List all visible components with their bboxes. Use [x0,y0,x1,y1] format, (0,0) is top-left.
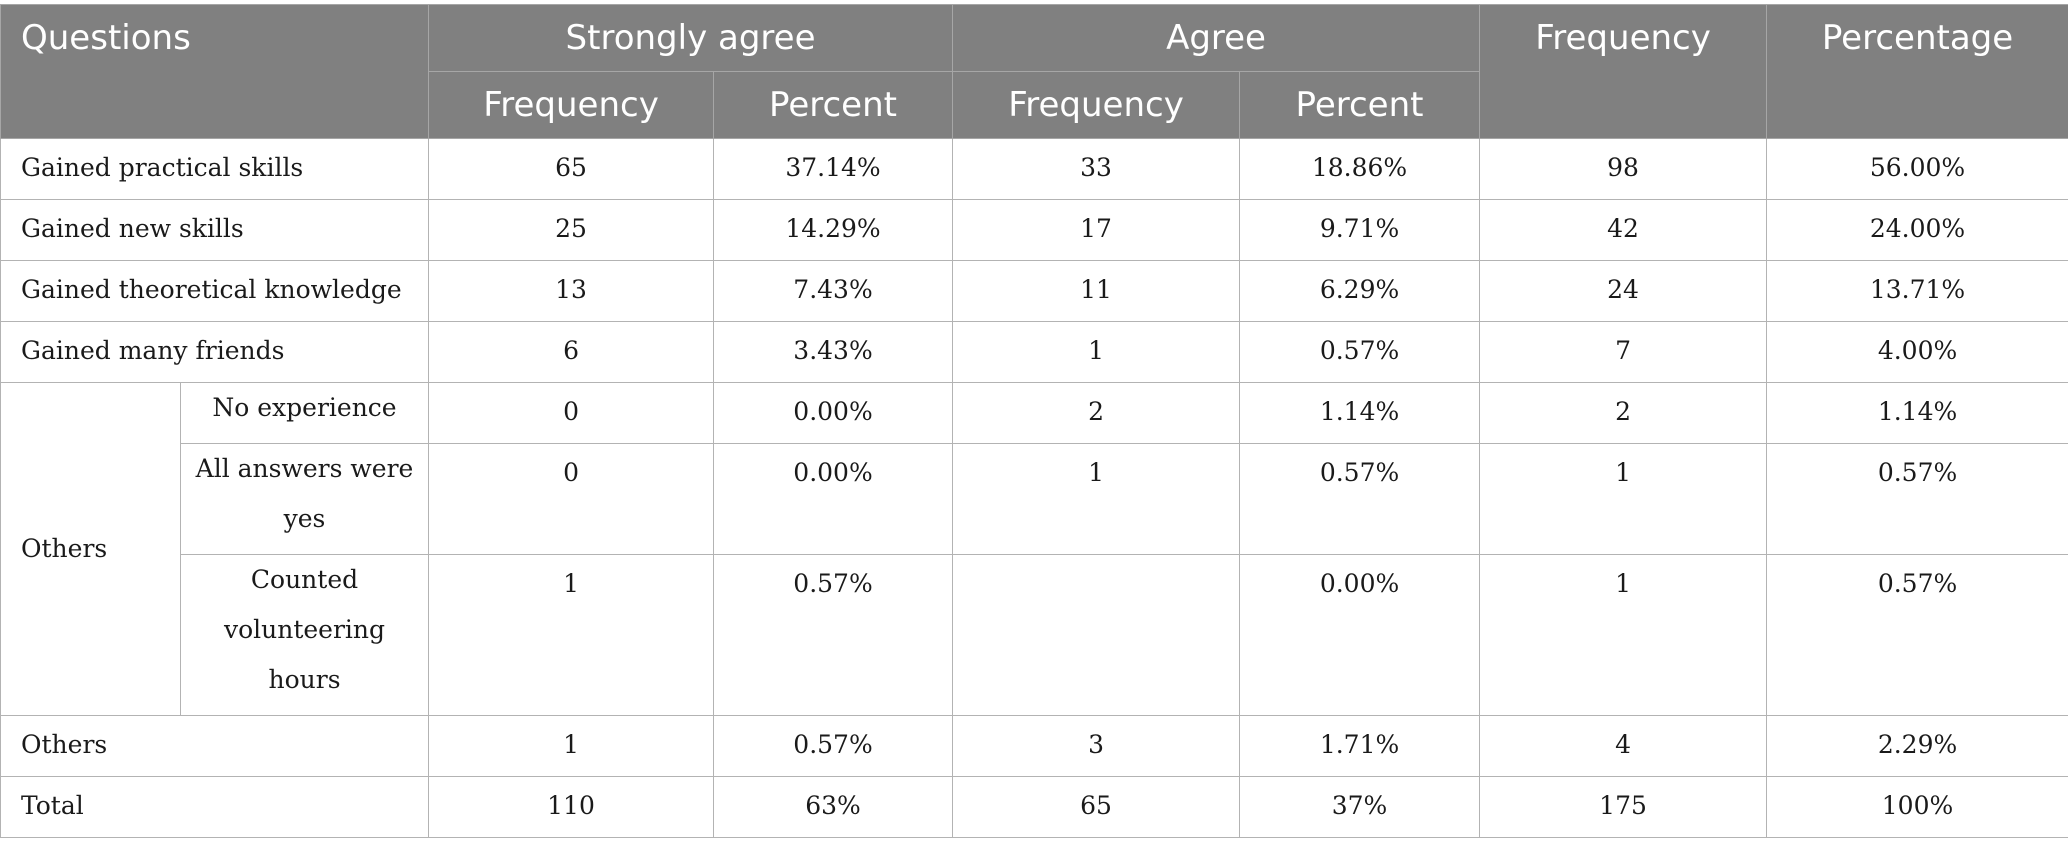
cell-sa-percent: 63% [713,776,954,838]
cell-a-percent: 37% [1239,776,1481,838]
cell-a-percent: 9.71% [1239,199,1481,261]
cell-sa-frequency: 1 [428,715,715,777]
cell-a-percent: 0.57% [1239,443,1481,555]
table-row: Gained theoretical knowledge 13 7.43% 11… [0,260,2068,322]
table-row: Counted volunteering hours 1 0.57% 0.00%… [1,554,2068,716]
row-question: Gained many friends [0,321,430,383]
table-row: Gained new skills 25 14.29% 17 9.71% 42 … [0,199,2068,261]
cell-sa-percent: 0.57% [713,715,954,777]
cell-percentage: 24.00% [1766,199,2068,261]
cell-sa-frequency: 0 [428,382,715,444]
row-question: Gained theoretical knowledge [0,260,430,322]
cell-sa-frequency: 13 [428,260,715,322]
cell-a-frequency: 2 [952,382,1241,444]
cell-a-frequency: 33 [952,138,1241,200]
cell-sa-percent: 0.57% [713,554,954,716]
cell-sa-percent: 0.00% [713,443,954,555]
cell-a-percent: 1.14% [1239,382,1481,444]
others-group-label: Others [0,382,181,716]
cell-frequency: 175 [1479,776,1768,838]
row-question: No experience [179,382,430,444]
cell-sa-frequency: 0 [428,443,715,555]
row-question: Gained practical skills [0,138,430,200]
cell-percentage: 56.00% [1766,138,2068,200]
cell-frequency: 1 [1479,443,1768,555]
table-row: All answers were yes 0 0.00% 1 0.57% 1 0… [1,443,2068,555]
cell-a-frequency: 17 [952,199,1241,261]
cell-sa-percent: 3.43% [713,321,954,383]
cell-percentage: 4.00% [1766,321,2068,383]
cell-percentage: 0.57% [1766,554,2068,716]
header-percentage: Percentage [1766,4,2068,139]
cell-sa-percent: 7.43% [713,260,954,322]
cell-sa-frequency: 1 [428,554,715,716]
header-strongly-agree: Strongly agree [428,4,954,72]
cell-sa-frequency: 110 [428,776,715,838]
cell-frequency: 1 [1479,554,1768,716]
cell-sa-frequency: 6 [428,321,715,383]
row-question: Gained new skills [0,199,430,261]
table-header: Questions Strongly agree Agree Frequency… [0,4,2068,139]
cell-a-frequency: 3 [952,715,1241,777]
cell-frequency: 4 [1479,715,1768,777]
header-row-sub: Frequency Percent Frequency Percent [1,71,2068,139]
table-row: Gained many friends 6 3.43% 1 0.57% 7 4.… [0,321,2068,383]
cell-a-percent: 0.57% [1239,321,1481,383]
table-row: Others No experience 0 0.00% 2 1.14% 2 1… [0,382,2068,716]
cell-sa-frequency: 25 [428,199,715,261]
total-row: Total 110 63% 65 37% 175 100% [0,776,2068,838]
table-row: Gained practical skills 65 37.14% 33 18.… [0,138,2068,200]
row-question: Total [0,776,430,838]
cell-percentage: 1.14% [1766,382,2068,444]
cell-sa-percent: 37.14% [713,138,954,200]
cell-frequency: 24 [1479,260,1768,322]
row-question: Counted volunteering hours [179,554,430,716]
cell-a-frequency: 11 [952,260,1241,322]
row-question: All answers were yes [179,443,430,555]
cell-a-percent: 18.86% [1239,138,1481,200]
cell-sa-percent: 0.00% [713,382,954,444]
header-sa-frequency: Frequency [428,71,715,139]
header-a-percent: Percent [1239,71,1481,139]
header-row-top: Questions Strongly agree Agree Frequency… [0,4,2068,139]
header-agree: Agree [952,4,1481,72]
survey-table: Questions Strongly agree Agree Frequency… [0,4,2068,838]
header-sa-percent: Percent [713,71,954,139]
cell-a-frequency: 65 [952,776,1241,838]
cell-frequency: 42 [1479,199,1768,261]
cell-frequency: 2 [1479,382,1768,444]
cell-a-percent: 1.71% [1239,715,1481,777]
table-body: Gained practical skills 65 37.14% 33 18.… [0,138,2068,838]
cell-a-percent: 6.29% [1239,260,1481,322]
cell-sa-frequency: 65 [428,138,715,200]
cell-sa-percent: 14.29% [713,199,954,261]
row-question: Others [0,715,430,777]
cell-a-frequency: 1 [952,321,1241,383]
cell-percentage: 100% [1766,776,2068,838]
cell-frequency: 7 [1479,321,1768,383]
cell-a-percent: 0.00% [1239,554,1481,716]
cell-percentage: 13.71% [1766,260,2068,322]
table-row: Others 1 0.57% 3 1.71% 4 2.29% [0,715,2068,777]
header-a-frequency: Frequency [952,71,1241,139]
cell-frequency: 98 [1479,138,1768,200]
header-questions: Questions [0,4,430,139]
header-frequency: Frequency [1479,4,1768,139]
cell-a-frequency [952,554,1241,716]
cell-percentage: 2.29% [1766,715,2068,777]
cell-percentage: 0.57% [1766,443,2068,555]
cell-a-frequency: 1 [952,443,1241,555]
